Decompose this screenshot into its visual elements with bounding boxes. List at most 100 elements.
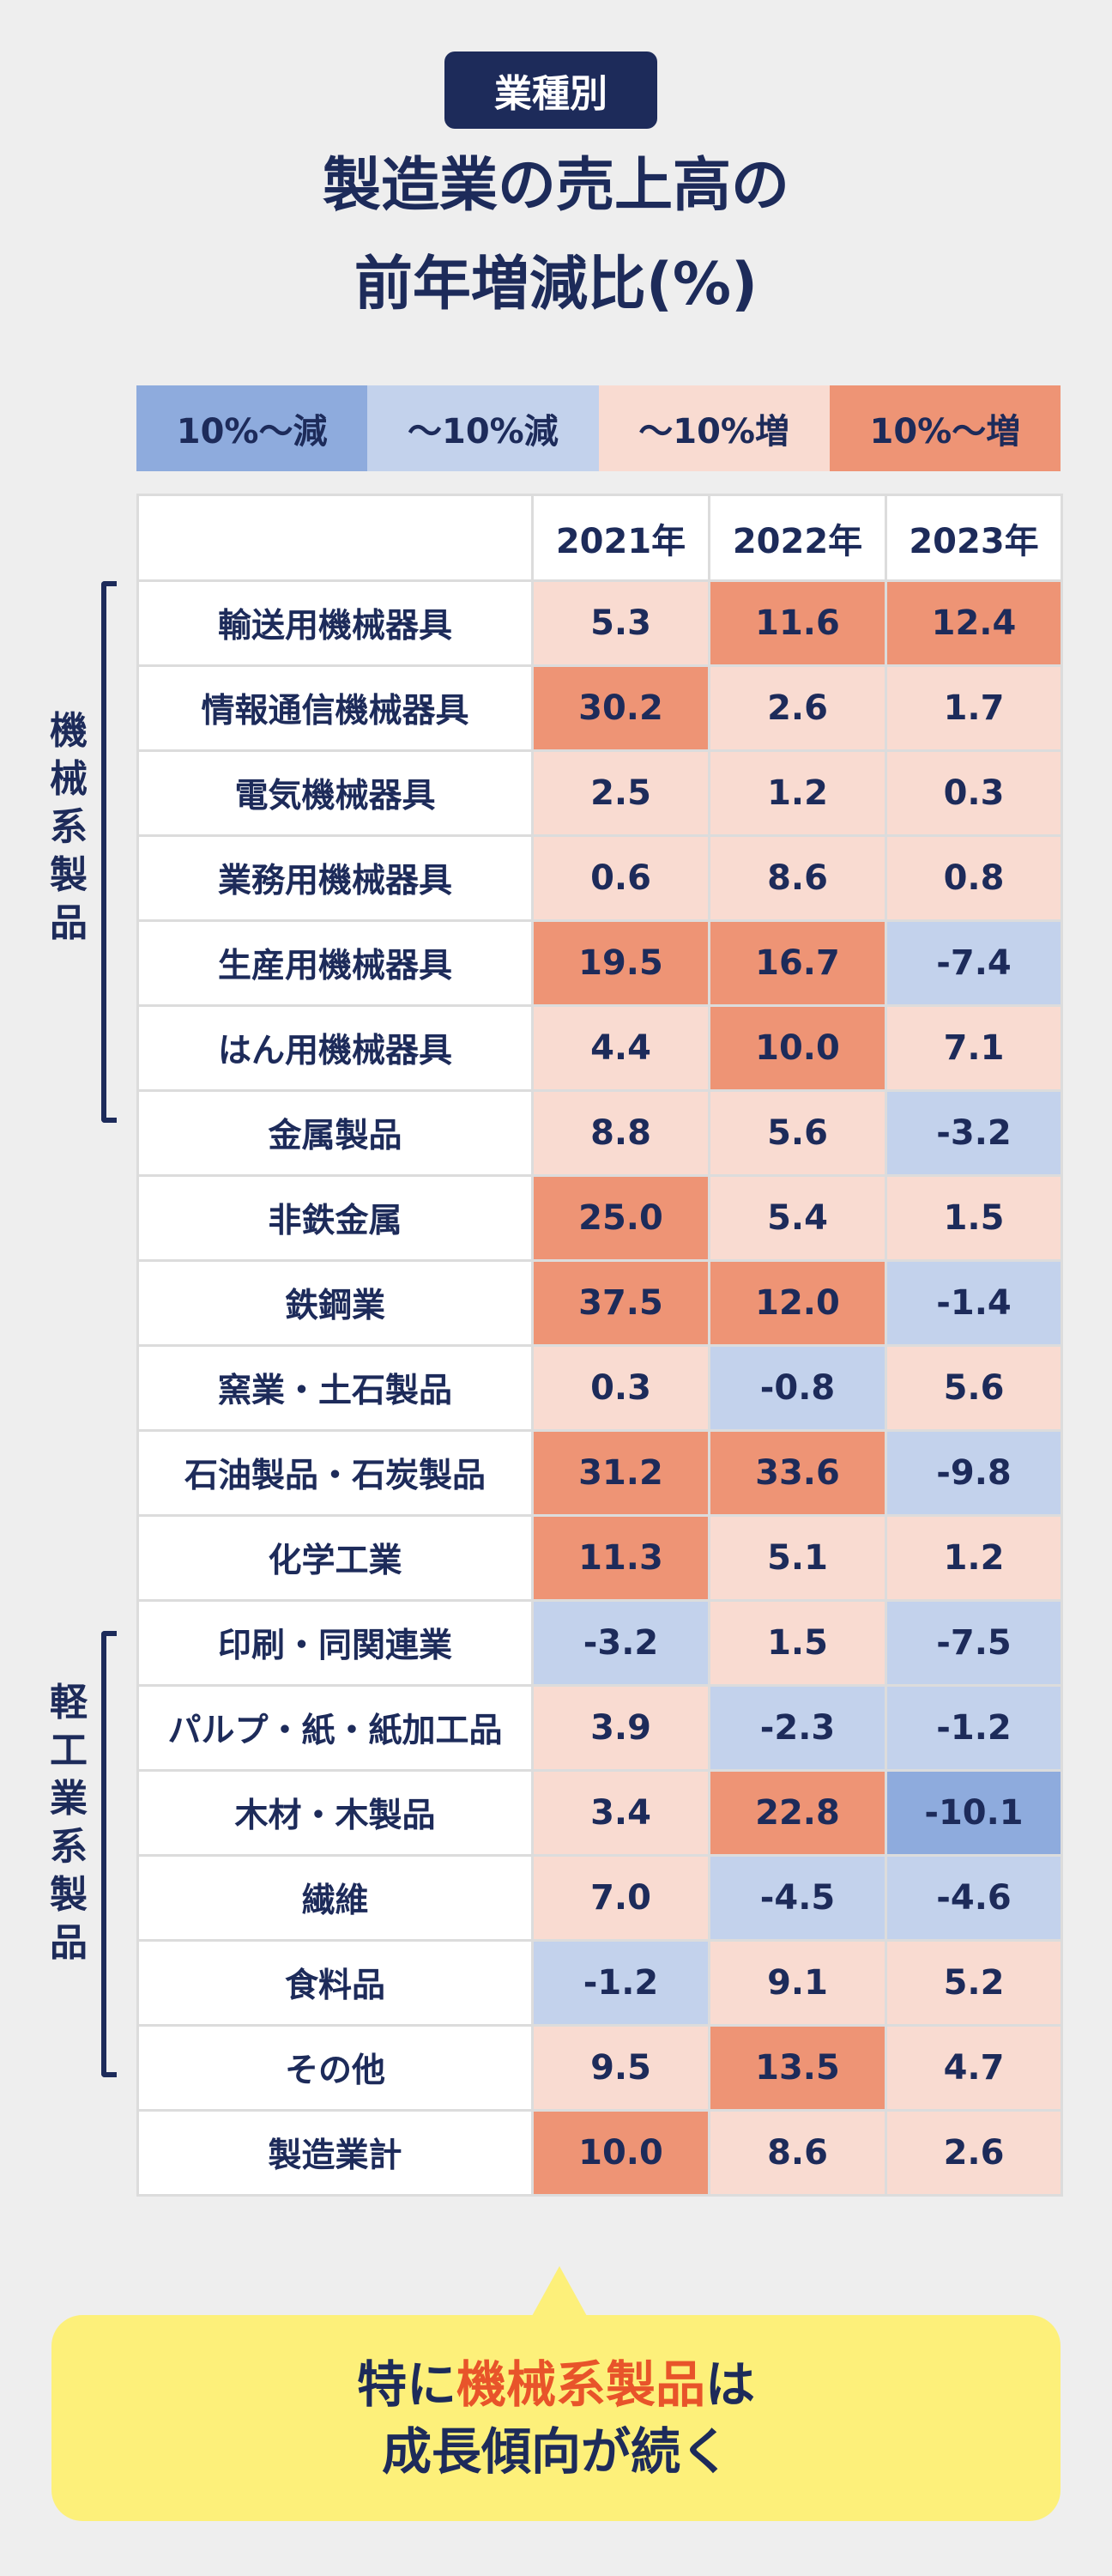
table-row: 生産用機械器具 19.5 16.7 -7.4: [136, 919, 1063, 1007]
callout-pointer: [532, 2266, 587, 2316]
table-row: 業務用機械器具 0.6 8.6 0.8: [136, 834, 1063, 922]
column-header: 2023年: [885, 494, 1063, 582]
industry-name-cell: 食料品: [136, 1939, 534, 2027]
callout-suffix: は: [705, 2355, 756, 2414]
table-row: 木材・木製品 3.4 22.8 -10.1: [136, 1769, 1063, 1857]
light-industry-group-label: 軽工業系製品: [50, 1681, 88, 1965]
industry-name-cell: 木材・木製品: [136, 1769, 534, 1857]
value-cell: -2.3: [708, 1684, 887, 1772]
value-cell: 13.5: [708, 2024, 887, 2112]
value-cell: 10.0: [531, 2109, 710, 2197]
table-row: 製造業計 10.0 8.6 2.6: [136, 2109, 1063, 2197]
industry-name-cell: 製造業計: [136, 2109, 534, 2197]
change-rate-table: 2021年 2022年 2023年 輸送用機械器具 5.3 11.6 12.4 情報通信機械器…: [136, 494, 1063, 2197]
legend-decrease-under-10: 〜10%減: [367, 385, 599, 471]
value-cell: 33.6: [708, 1429, 887, 1517]
value-cell: 2.6: [885, 2109, 1063, 2197]
table-row: 繊維 7.0 -4.5 -4.6: [136, 1854, 1063, 1942]
value-cell: 5.4: [708, 1174, 887, 1262]
legend-increase-under-10: 〜10%増: [598, 385, 830, 471]
value-cell: 25.0: [531, 1174, 710, 1262]
industry-name-cell: 化学工業: [136, 1514, 534, 1602]
value-cell: 7.0: [531, 1854, 710, 1942]
value-cell: -4.5: [708, 1854, 887, 1942]
value-cell: 12.4: [885, 579, 1063, 667]
value-cell: -4.6: [885, 1854, 1063, 1942]
value-cell: 0.6: [531, 834, 710, 922]
summary-callout: 特に機械系製品は 成長傾向が続く: [51, 2315, 1061, 2521]
industry-name-cell: 生産用機械器具: [136, 919, 534, 1007]
table-row: その他 9.5 13.5 4.7: [136, 2024, 1063, 2112]
value-cell: 11.6: [708, 579, 887, 667]
industry-name-cell: 窯業・土石製品: [136, 1344, 534, 1432]
value-cell: 1.2: [708, 749, 887, 837]
value-cell: -1.4: [885, 1259, 1063, 1347]
value-cell: 5.3: [531, 579, 710, 667]
industry-name-cell: 非鉄金属: [136, 1174, 534, 1262]
table-row: 非鉄金属 25.0 5.4 1.5: [136, 1174, 1063, 1262]
value-cell: 0.3: [885, 749, 1063, 837]
table-row: 鉄鋼業 37.5 12.0 -1.4: [136, 1259, 1063, 1347]
header-corner-cell: [136, 494, 534, 582]
column-header: 2022年: [708, 494, 887, 582]
header-row: 2021年 2022年 2023年: [136, 494, 1063, 582]
industry-name-cell: 金属製品: [136, 1089, 534, 1177]
industry-name-cell: 鉄鋼業: [136, 1259, 534, 1347]
callout-line2: 成長傾向が続く: [381, 2422, 730, 2481]
table-row: 輸送用機械器具 5.3 11.6 12.4: [136, 579, 1063, 667]
machinery-group-bracket: [101, 581, 117, 1123]
chart-title-line2: 前年増減比(%): [354, 251, 758, 318]
callout-line1: 特に機械系製品は: [357, 2351, 755, 2418]
category-badge: 業種別: [444, 52, 657, 129]
value-cell: 5.1: [708, 1514, 887, 1602]
value-cell: 11.3: [531, 1514, 710, 1602]
value-cell: 12.0: [708, 1259, 887, 1347]
value-cell: -10.1: [885, 1769, 1063, 1857]
value-cell: -7.4: [885, 919, 1063, 1007]
industry-name-cell: 印刷・同関連業: [136, 1599, 534, 1687]
value-cell: 22.8: [708, 1769, 887, 1857]
industry-name-cell: はん用機械器具: [136, 1004, 534, 1092]
industry-name-cell: 輸送用機械器具: [136, 579, 534, 667]
value-cell: 31.2: [531, 1429, 710, 1517]
industry-name-cell: パルプ・紙・紙加工品: [136, 1684, 534, 1772]
value-cell: 37.5: [531, 1259, 710, 1347]
value-cell: -3.2: [885, 1089, 1063, 1177]
value-cell: 0.3: [531, 1344, 710, 1432]
value-cell: 3.9: [531, 1684, 710, 1772]
legend-decrease-over-10: 10%〜減: [136, 385, 368, 471]
table-row: 情報通信機械器具 30.2 2.6 1.7: [136, 664, 1063, 752]
industry-name-cell: 電気機械器具: [136, 749, 534, 837]
value-cell: 4.7: [885, 2024, 1063, 2112]
value-cell: 16.7: [708, 919, 887, 1007]
value-cell: 5.2: [885, 1939, 1063, 2027]
value-cell: 5.6: [885, 1344, 1063, 1432]
table-row: 窯業・土石製品 0.3 -0.8 5.6: [136, 1344, 1063, 1432]
value-cell: 8.6: [708, 834, 887, 922]
value-cell: 8.8: [531, 1089, 710, 1177]
value-cell: 3.4: [531, 1769, 710, 1857]
value-cell: -1.2: [531, 1939, 710, 2027]
value-cell: 9.5: [531, 2024, 710, 2112]
machinery-group-label: 機械系製品: [50, 709, 88, 945]
value-cell: -7.5: [885, 1599, 1063, 1687]
value-cell: 2.6: [708, 664, 887, 752]
value-cell: 1.2: [885, 1514, 1063, 1602]
callout-highlight: 機械系製品: [456, 2355, 705, 2414]
value-cell: 19.5: [531, 919, 710, 1007]
value-cell: 5.6: [708, 1089, 887, 1177]
table-row: 食料品 -1.2 9.1 5.2: [136, 1939, 1063, 2027]
color-legend: 10%〜減 〜10%減 〜10%増 10%〜増: [136, 385, 1061, 471]
industry-name-cell: その他: [136, 2024, 534, 2112]
legend-increase-over-10: 10%〜増: [829, 385, 1061, 471]
chart-title-line1: 製造業の売上高の: [322, 152, 789, 220]
callout-prefix: 特に: [356, 2355, 456, 2414]
table-row: 印刷・同関連業 -3.2 1.5 -7.5: [136, 1599, 1063, 1687]
value-cell: 0.8: [885, 834, 1063, 922]
value-cell: 1.5: [885, 1174, 1063, 1262]
table-row: 金属製品 8.8 5.6 -3.2: [136, 1089, 1063, 1177]
value-cell: 8.6: [708, 2109, 887, 2197]
light-industry-group-bracket: [101, 1631, 117, 2077]
table-row: 化学工業 11.3 5.1 1.2: [136, 1514, 1063, 1602]
industry-name-cell: 情報通信機械器具: [136, 664, 534, 752]
